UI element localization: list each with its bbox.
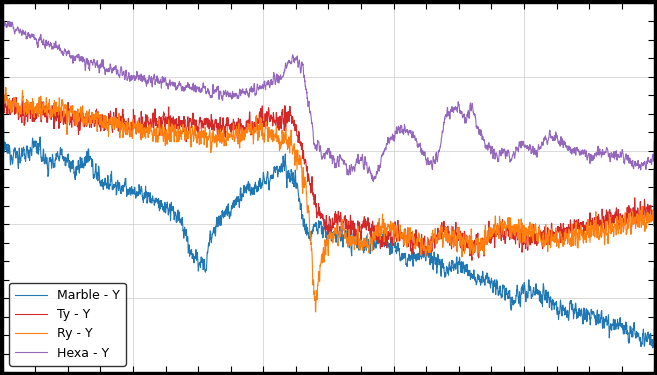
Ry - Y: [112, 120, 120, 125]
Line: Marble - Y: Marble - Y: [3, 113, 654, 348]
Ty - Y: [74, 122, 81, 126]
Line: Hexa - Y: Hexa - Y: [3, 21, 654, 182]
Ty - Y: [112, 110, 120, 114]
Marble - Y: [112, 193, 120, 197]
Hexa - Y: [638, 161, 646, 165]
Hexa - Y: [0, 44, 7, 48]
Ty - Y: [277, 127, 285, 131]
Line: Ry - Y: Ry - Y: [3, 86, 654, 312]
Ty - Y: [468, 258, 476, 262]
Hexa - Y: [249, 87, 257, 92]
Ry - Y: [638, 218, 646, 223]
Ry - Y: [74, 109, 81, 113]
Marble - Y: [0, 111, 7, 115]
Line: Ty - Y: Ty - Y: [3, 97, 654, 260]
Marble - Y: [650, 267, 657, 271]
Ry - Y: [277, 139, 285, 144]
Hexa - Y: [568, 152, 576, 156]
Ty - Y: [638, 210, 646, 214]
Marble - Y: [249, 186, 257, 191]
Ry - Y: [650, 171, 657, 175]
Marble - Y: [637, 340, 645, 345]
Ry - Y: [312, 310, 320, 314]
Hexa - Y: [369, 179, 377, 184]
Marble - Y: [277, 163, 285, 168]
Hexa - Y: [112, 72, 120, 76]
Marble - Y: [649, 345, 657, 350]
Ty - Y: [568, 226, 576, 230]
Legend: Marble - Y, Ty - Y, Ry - Y, Hexa - Y: Marble - Y, Ty - Y, Ry - Y, Hexa - Y: [9, 283, 125, 366]
Ry - Y: [568, 234, 576, 238]
Ry - Y: [0, 84, 7, 88]
Ty - Y: [249, 126, 257, 130]
Hexa - Y: [277, 77, 285, 81]
Marble - Y: [74, 166, 81, 170]
Ty - Y: [650, 166, 657, 170]
Hexa - Y: [650, 139, 657, 144]
Ty - Y: [0, 95, 7, 99]
Hexa - Y: [74, 56, 82, 60]
Ry - Y: [249, 134, 257, 138]
Hexa - Y: [0, 19, 8, 23]
Marble - Y: [568, 298, 576, 303]
